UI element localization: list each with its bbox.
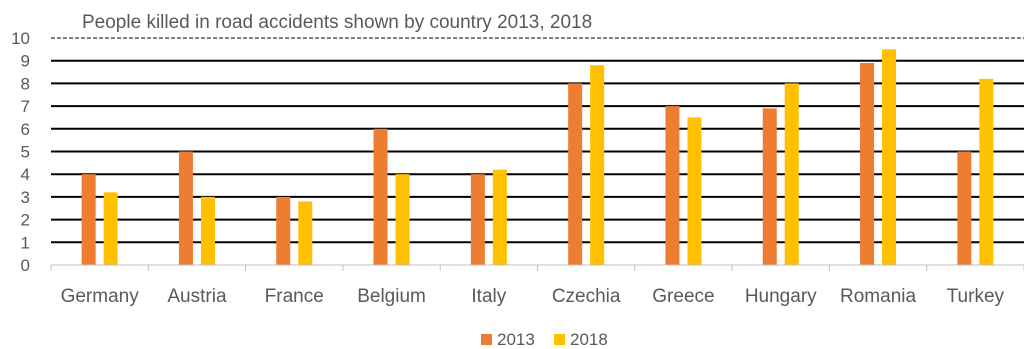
bar-turkey-2018 bbox=[979, 78, 994, 265]
x-category-label: Hungary bbox=[745, 286, 817, 307]
bar-austria-2018 bbox=[200, 196, 215, 265]
bar-greece-2013 bbox=[665, 106, 680, 265]
x-category-label: Turkey bbox=[947, 286, 1005, 307]
x-category-label: Germany bbox=[61, 286, 140, 307]
x-category-label: Romania bbox=[840, 286, 916, 307]
bar-czechia-2018 bbox=[590, 65, 605, 266]
y-axis-ticks: 0 1 2 3 4 5 6 7 8 9 10 bbox=[11, 29, 30, 275]
bar-germany-2018 bbox=[103, 192, 118, 265]
x-category-label: Greece bbox=[652, 286, 714, 307]
y-tick-label: 6 bbox=[21, 120, 30, 139]
bar-germany-2013 bbox=[81, 174, 96, 265]
bar-romania-2018 bbox=[882, 49, 897, 265]
y-tick-label: 10 bbox=[11, 29, 30, 48]
bar-italy-2013 bbox=[470, 174, 485, 265]
bar-hungary-2013 bbox=[762, 108, 777, 266]
legend-label: 2013 bbox=[497, 330, 535, 349]
x-category-label: France bbox=[265, 286, 324, 307]
y-tick-label: 0 bbox=[21, 256, 30, 275]
bar-hungary-2018 bbox=[784, 83, 799, 266]
bar-france-2018 bbox=[298, 201, 313, 265]
bar-belgium-2018 bbox=[395, 174, 410, 265]
y-tick-label: 7 bbox=[21, 97, 30, 116]
y-tick-label: 1 bbox=[21, 233, 30, 252]
bars bbox=[81, 49, 994, 266]
x-category-label: Czechia bbox=[552, 286, 621, 307]
bar-italy-2018 bbox=[492, 169, 507, 265]
y-tick-label: 4 bbox=[21, 165, 30, 184]
gridlines bbox=[51, 37, 1024, 244]
legend-swatch-2013 bbox=[481, 334, 492, 345]
y-tick-label: 2 bbox=[21, 211, 30, 230]
bar-austria-2013 bbox=[178, 151, 193, 265]
chart-title: People killed in road accidents shown by… bbox=[82, 12, 592, 33]
x-axis-categories: Germany Austria France Belgium Italy Czechia G… bbox=[61, 286, 1005, 307]
x-category-label: Italy bbox=[471, 286, 506, 307]
bar-czechia-2013 bbox=[568, 83, 583, 266]
x-category-label: Austria bbox=[167, 286, 227, 307]
y-tick-label: 9 bbox=[21, 52, 30, 71]
bar-romania-2013 bbox=[860, 62, 875, 265]
bar-turkey-2013 bbox=[957, 151, 972, 265]
y-tick-label: 5 bbox=[21, 143, 30, 162]
legend-swatch-2018 bbox=[554, 334, 565, 345]
x-axis-tickmarks bbox=[50, 265, 1024, 271]
bar-greece-2018 bbox=[687, 117, 702, 265]
legend-label: 2018 bbox=[570, 330, 608, 349]
y-tick-label: 3 bbox=[21, 188, 30, 207]
y-tick-label: 8 bbox=[21, 74, 30, 93]
bar-france-2013 bbox=[276, 196, 291, 265]
x-category-label: Belgium bbox=[357, 286, 426, 307]
bar-belgium-2013 bbox=[373, 128, 388, 265]
legend: 2013 2018 bbox=[481, 330, 608, 349]
